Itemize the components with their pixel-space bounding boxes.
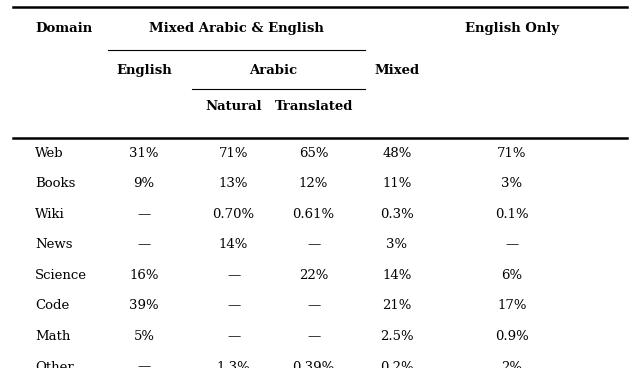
Text: 0.61%: 0.61% — [292, 208, 335, 221]
Text: 22%: 22% — [299, 269, 328, 282]
Text: —: — — [506, 238, 518, 251]
Text: English Only: English Only — [465, 22, 559, 35]
Text: 6%: 6% — [501, 269, 523, 282]
Text: 65%: 65% — [299, 147, 328, 160]
Text: —: — — [307, 300, 320, 312]
Text: 0.3%: 0.3% — [380, 208, 413, 221]
Text: 0.9%: 0.9% — [495, 330, 529, 343]
Text: 12%: 12% — [299, 177, 328, 190]
Text: Math: Math — [35, 330, 70, 343]
Text: 0.1%: 0.1% — [495, 208, 529, 221]
Text: 3%: 3% — [386, 238, 408, 251]
Text: Books: Books — [35, 177, 76, 190]
Text: 17%: 17% — [497, 300, 527, 312]
Text: —: — — [227, 330, 240, 343]
Text: 1.3%: 1.3% — [217, 361, 250, 368]
Text: News: News — [35, 238, 73, 251]
Text: Mixed Arabic & English: Mixed Arabic & English — [148, 22, 324, 35]
Text: English: English — [116, 64, 172, 77]
Text: —: — — [307, 330, 320, 343]
Text: Translated: Translated — [275, 100, 353, 113]
Text: —: — — [138, 208, 150, 221]
Text: 0.39%: 0.39% — [292, 361, 335, 368]
Text: Code: Code — [35, 300, 70, 312]
Text: 13%: 13% — [219, 177, 248, 190]
Text: Mixed: Mixed — [374, 64, 419, 77]
Text: 0.70%: 0.70% — [212, 208, 255, 221]
Text: Natural: Natural — [205, 100, 262, 113]
Text: 71%: 71% — [219, 147, 248, 160]
Text: Other: Other — [35, 361, 74, 368]
Text: 21%: 21% — [382, 300, 412, 312]
Text: Science: Science — [35, 269, 87, 282]
Text: 9%: 9% — [133, 177, 155, 190]
Text: 31%: 31% — [129, 147, 159, 160]
Text: Web: Web — [35, 147, 64, 160]
Text: Arabic: Arabic — [250, 64, 298, 77]
Text: 2.5%: 2.5% — [380, 330, 413, 343]
Text: Wiki: Wiki — [35, 208, 65, 221]
Text: Domain: Domain — [35, 22, 92, 35]
Text: —: — — [227, 300, 240, 312]
Text: 39%: 39% — [129, 300, 159, 312]
Text: 2%: 2% — [502, 361, 522, 368]
Text: —: — — [227, 269, 240, 282]
Text: 14%: 14% — [382, 269, 412, 282]
Text: 48%: 48% — [382, 147, 412, 160]
Text: —: — — [138, 238, 150, 251]
Text: 16%: 16% — [129, 269, 159, 282]
Text: 5%: 5% — [134, 330, 154, 343]
Text: —: — — [307, 238, 320, 251]
Text: 11%: 11% — [382, 177, 412, 190]
Text: 14%: 14% — [219, 238, 248, 251]
Text: 0.2%: 0.2% — [380, 361, 413, 368]
Text: 3%: 3% — [501, 177, 523, 190]
Text: 71%: 71% — [497, 147, 527, 160]
Text: —: — — [138, 361, 150, 368]
